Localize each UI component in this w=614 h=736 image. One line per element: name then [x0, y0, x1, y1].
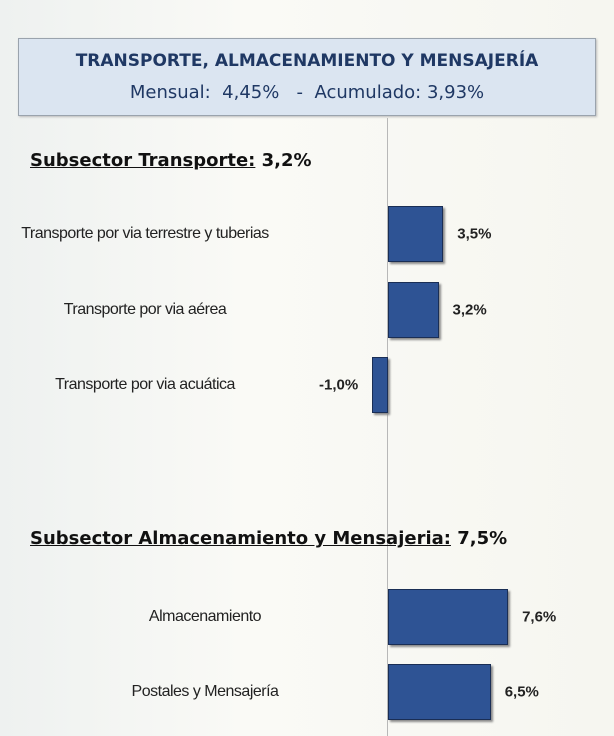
zero-line: [387, 118, 388, 736]
bar: [388, 206, 444, 262]
value-label: -1,0%: [319, 376, 359, 394]
category-label: Postales y Mensajería: [131, 683, 279, 700]
category-label: Transporte por via aérea: [63, 301, 227, 318]
header-title: TRANSPORTE, ALMACENAMIENTO Y MENSAJERÍA: [75, 51, 539, 71]
header-subtitle: Mensual: 4,45% - Acumulado: 3,93%: [129, 82, 485, 103]
value-label: 3,2%: [452, 301, 487, 319]
section-title: Subsector Almacenamiento y Mensajeria: 7…: [30, 528, 507, 549]
section-title-text: Subsector Almacenamiento y Mensajeria:: [30, 528, 451, 549]
category-label: Almacenamiento: [148, 608, 262, 625]
category-label: Transporte por via terrestre y tuberias: [21, 225, 269, 242]
section-title: Subsector Transporte: 3,2%: [30, 150, 312, 171]
section-title-text: Subsector Transporte:: [30, 150, 256, 171]
value-label: 6,5%: [504, 683, 539, 701]
bar: [388, 589, 509, 645]
section-title-value: 7,5%: [457, 528, 508, 549]
value-label: 7,6%: [522, 608, 557, 626]
value-label: 3,5%: [457, 225, 492, 243]
bar: [388, 664, 491, 720]
section-title-value: 3,2%: [261, 150, 312, 171]
bar: [388, 282, 439, 338]
header-box: TRANSPORTE, ALMACENAMIENTO Y MENSAJERÍA …: [18, 38, 596, 116]
category-label: Transporte por via acuática: [55, 376, 235, 393]
bar: [372, 357, 388, 413]
